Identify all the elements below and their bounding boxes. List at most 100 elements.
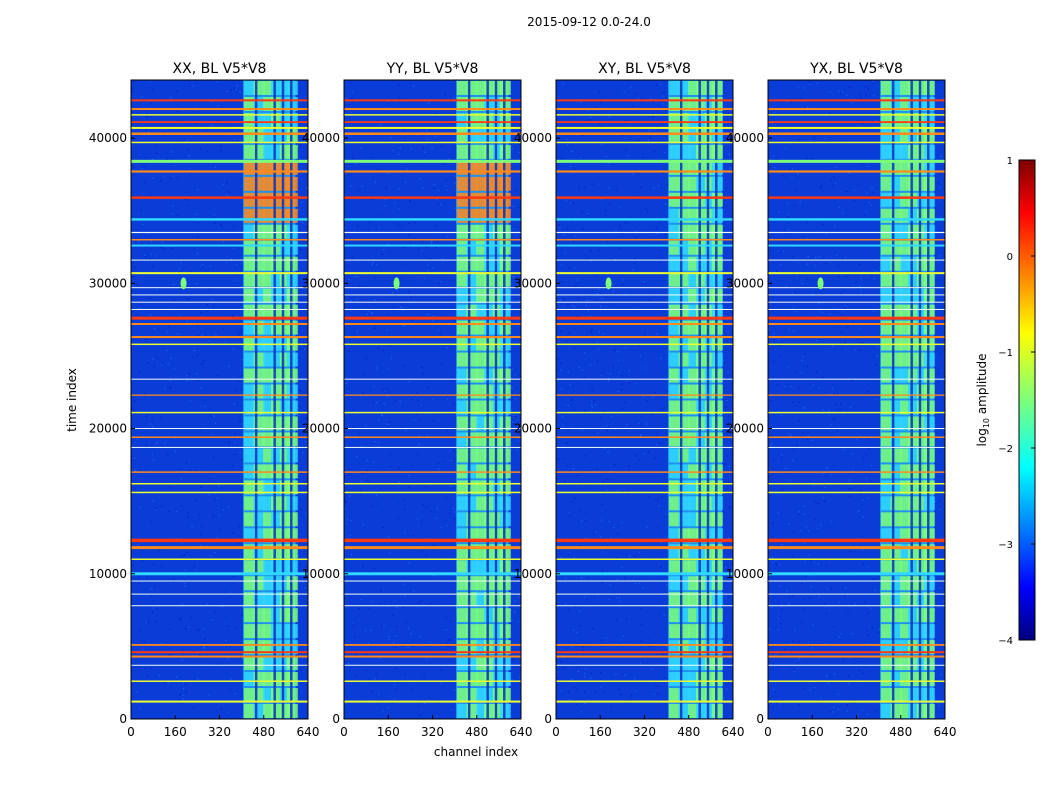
channel-block [243, 624, 255, 639]
noise-speckle [875, 258, 877, 260]
channel-block [696, 112, 708, 127]
noise-speckle [823, 602, 826, 605]
rfi-line [556, 294, 733, 296]
noise-speckle [851, 453, 853, 455]
noise-speckle [383, 403, 385, 405]
channel-block [243, 576, 255, 591]
noise-speckle [612, 526, 615, 529]
channel-block [668, 624, 680, 639]
noise-speckle [572, 468, 575, 470]
rfi-line [344, 436, 521, 439]
noise-speckle [412, 535, 414, 537]
noise-speckle [172, 205, 174, 207]
noise-speckle [403, 365, 406, 367]
channel-block [704, 592, 716, 607]
channel-block [466, 560, 478, 575]
channel-block [253, 624, 265, 639]
y-tick-label: 40000 [726, 131, 764, 145]
noise-speckle [803, 406, 806, 409]
noise-speckle [583, 596, 585, 598]
noise-speckle [797, 86, 800, 88]
noise-speckle [567, 429, 570, 431]
noise-speckle [794, 370, 797, 373]
noise-speckle [630, 695, 632, 697]
noise-speckle [510, 313, 512, 316]
noise-speckle [599, 672, 602, 674]
channel-block [279, 496, 291, 511]
channel-block [900, 624, 912, 639]
noise-speckle [584, 702, 586, 704]
channel-block [279, 320, 291, 335]
noise-speckle [409, 199, 411, 201]
channel-gap [494, 80, 498, 719]
noise-speckle [799, 529, 802, 532]
noise-speckle [796, 444, 798, 447]
channel-block [476, 288, 488, 303]
channel-block [890, 576, 902, 591]
channel-block [271, 448, 283, 463]
noise-speckle [215, 334, 217, 336]
noise-speckle [728, 415, 730, 417]
channel-block [476, 704, 488, 718]
channel-block [880, 560, 892, 575]
noise-speckle [938, 119, 941, 121]
noise-speckle [403, 325, 406, 327]
noise-speckle [772, 561, 774, 563]
channel-block [704, 624, 716, 639]
rfi-line [556, 700, 733, 703]
noise-speckle [844, 348, 847, 350]
channel-block [271, 704, 283, 718]
channel-block [900, 304, 912, 319]
channel-block [271, 512, 283, 527]
channel-block [253, 544, 265, 559]
noise-speckle [820, 696, 822, 699]
noise-speckle [149, 423, 151, 425]
noise-speckle [239, 451, 241, 454]
noise-speckle [238, 334, 240, 336]
channel-block [668, 256, 680, 271]
channel-block [279, 144, 291, 159]
channel-block [678, 544, 690, 559]
rfi-line [556, 159, 733, 163]
noise-speckle [239, 420, 241, 423]
noise-speckle [565, 577, 567, 580]
channel-block [908, 416, 920, 431]
noise-speckle [135, 313, 138, 316]
noise-speckle [175, 437, 177, 439]
rfi-line [344, 558, 521, 560]
noise-speckle [388, 446, 391, 448]
channel-block [456, 256, 468, 271]
channel-block [456, 128, 468, 143]
noise-speckle [225, 623, 227, 625]
noise-speckle [825, 612, 828, 615]
channel-block [900, 608, 912, 623]
noise-speckle [511, 494, 513, 496]
noise-speckle [360, 598, 362, 601]
rfi-line [556, 411, 733, 414]
noise-speckle [402, 246, 405, 248]
rfi-line [556, 99, 733, 102]
noise-speckle [347, 390, 349, 392]
channel-block [263, 224, 275, 239]
noise-speckle [655, 444, 658, 446]
noise-speckle [855, 280, 857, 283]
noise-speckle [452, 207, 455, 209]
rfi-line [131, 411, 308, 414]
rfi-line [768, 580, 945, 582]
channel-block [263, 192, 275, 207]
channel-block [678, 128, 690, 143]
noise-speckle [838, 276, 840, 278]
channel-block [492, 496, 504, 511]
channel-block [704, 160, 716, 175]
noise-speckle [609, 584, 612, 586]
channel-block [900, 112, 912, 127]
noise-speckle [602, 481, 604, 483]
noise-speckle [229, 191, 231, 194]
channel-block [696, 304, 708, 319]
noise-speckle [621, 375, 623, 377]
noise-speckle [561, 416, 564, 418]
channel-block [243, 352, 255, 367]
channel-block [908, 496, 920, 511]
channel-block [916, 496, 928, 511]
noise-speckle [215, 663, 218, 665]
